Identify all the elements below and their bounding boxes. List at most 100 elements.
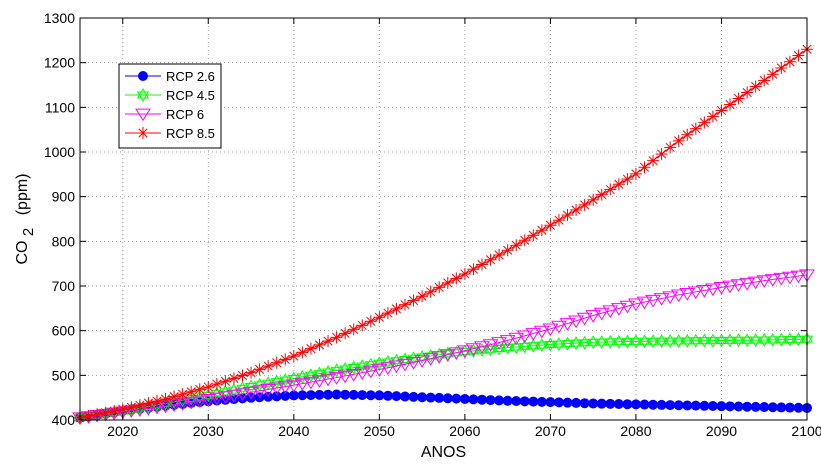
series-marker [742,401,753,412]
y-tick-label: 400 [52,412,76,428]
series-marker [425,392,436,403]
hexagram-up [270,374,283,386]
series-marker [687,286,704,300]
series-marker [570,203,583,216]
series-marker [431,351,448,364]
hexagram-down [664,337,677,349]
legend-label: RCP 4.5 [166,88,215,103]
asterisk-stroke [109,406,119,416]
series-marker [388,360,405,374]
series-marker [706,333,719,348]
hexagram-up [510,340,523,351]
series-marker [450,272,463,285]
asterisk-stroke [126,402,136,412]
series-marker [356,319,369,332]
series-marker [647,154,660,167]
hexagram-up [698,333,711,345]
series-marker [390,302,403,315]
series-marker [227,372,240,385]
series-marker [741,86,754,99]
hexagram-down [407,354,420,366]
x-axis-label: ANOS [421,444,466,461]
series-marker [638,334,651,349]
hexagram-down [775,336,788,347]
series-marker [653,293,670,306]
series-marker [493,341,506,356]
series-marker [621,334,634,349]
hexagram-up [287,371,300,382]
y-tick-label: 1000 [44,144,75,160]
series-marker [277,381,294,394]
hexagram-down [655,337,668,349]
hexagram-down [672,337,685,348]
series-marker [397,358,413,372]
series-marker [408,391,419,402]
hexagram-up [544,337,557,349]
asterisk-stroke [340,328,350,338]
series-marker [562,397,573,408]
series-marker [699,400,710,411]
series-marker [621,173,634,186]
series-marker [501,244,514,257]
series-marker [323,389,334,400]
series-marker [313,338,326,351]
series-marker [208,392,225,406]
asterisk-stroke [357,320,367,330]
series-marker [474,341,490,354]
asterisk-stroke [631,169,641,179]
hexagram-up [732,333,745,344]
series-marker [670,289,687,303]
y-tick-label: 600 [52,323,76,339]
legend-marker [137,127,149,139]
series-marker [739,277,756,291]
series-marker [159,393,172,406]
series-marker [705,283,721,297]
asterisk-stroke [605,184,615,195]
asterisk-stroke [751,81,761,92]
y-tick-label: 700 [52,278,76,294]
x-tick-label: 2090 [706,423,737,439]
series-marker [340,389,351,400]
series-marker [262,360,275,373]
hexagram-up [279,373,292,384]
asterisk-stroke [597,190,607,200]
series-marker [732,333,745,348]
series-marker [328,372,345,385]
asterisk-stroke [725,99,735,110]
asterisk-stroke [503,245,513,255]
asterisk-stroke [537,225,547,235]
hexagram-down [749,336,762,348]
series-marker [542,323,559,337]
series-marker [696,284,713,298]
series-marker [271,391,282,402]
series-marker [516,330,533,344]
asterisk-stroke [733,93,744,104]
series-marker [759,402,770,413]
series-marker [733,401,744,412]
asterisk-stroke [511,240,521,250]
hexagram-down [715,336,728,348]
x-tick-label: 2050 [364,423,395,439]
asterisk-stroke [451,273,461,284]
series-marker [604,183,617,196]
asterisk-stroke [674,136,684,146]
series-marker [561,336,574,351]
series-marker [602,305,619,319]
series-marker [459,394,470,405]
series-marker [337,370,354,384]
hexagram-down [621,338,634,349]
series-marker [527,338,540,353]
hexagram-down [527,342,540,353]
hexagram-down [783,336,796,347]
hexagram-down [612,338,625,349]
series-marker [502,395,513,406]
series-marker [672,134,685,147]
series-marker [613,399,624,410]
series-marker [510,239,523,252]
series-marker [578,198,591,211]
series-marker [588,398,599,409]
hexagram-up [321,365,335,376]
series-marker [781,271,798,285]
series-layer [72,43,815,426]
hexagram-up [578,335,591,347]
